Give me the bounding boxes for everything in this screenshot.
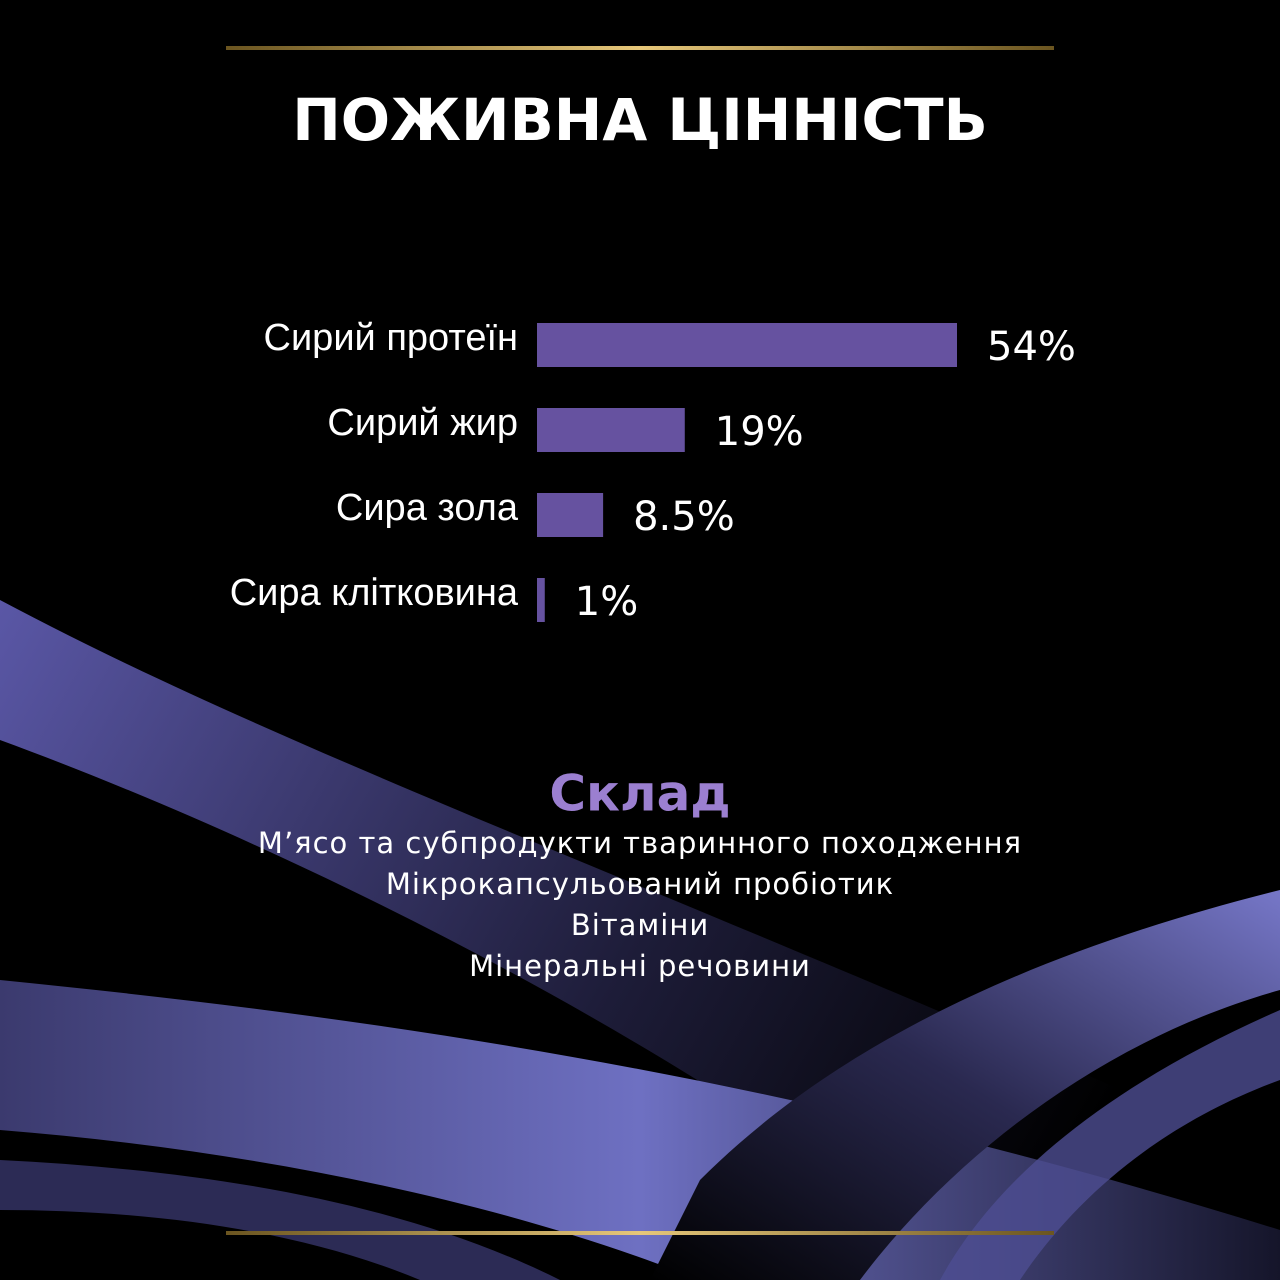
- wave: [940, 1010, 1280, 1280]
- composition-title: Склад: [549, 765, 730, 823]
- category-label: Сирий жир: [327, 402, 518, 444]
- value-label: 1%: [575, 579, 638, 625]
- wave: [650, 890, 1280, 1280]
- wave: [0, 980, 1280, 1280]
- gold-rule: [226, 1231, 1054, 1235]
- bar: [537, 323, 957, 367]
- composition-item: Вітаміни: [571, 908, 709, 942]
- gold-rule: [226, 46, 1054, 50]
- composition-item: М’ясо та субпродукти тваринного походжен…: [258, 826, 1022, 860]
- category-label: Сира клітковина: [230, 572, 519, 614]
- chart-title: ПОЖИВНА ЦІННІСТЬ: [292, 86, 988, 154]
- category-label: Сирий протеїн: [264, 317, 518, 359]
- wave: [0, 1160, 560, 1280]
- value-label: 19%: [715, 409, 804, 455]
- composition-item: Мікрокапсульований пробіотик: [386, 867, 894, 901]
- bar: [537, 493, 604, 537]
- category-label: Сира зола: [336, 487, 519, 529]
- composition-item: Мінеральні речовини: [469, 949, 811, 983]
- value-label: 54%: [987, 324, 1076, 370]
- value-label: 8.5%: [633, 494, 735, 540]
- bar: [537, 408, 685, 452]
- bar: [537, 578, 545, 622]
